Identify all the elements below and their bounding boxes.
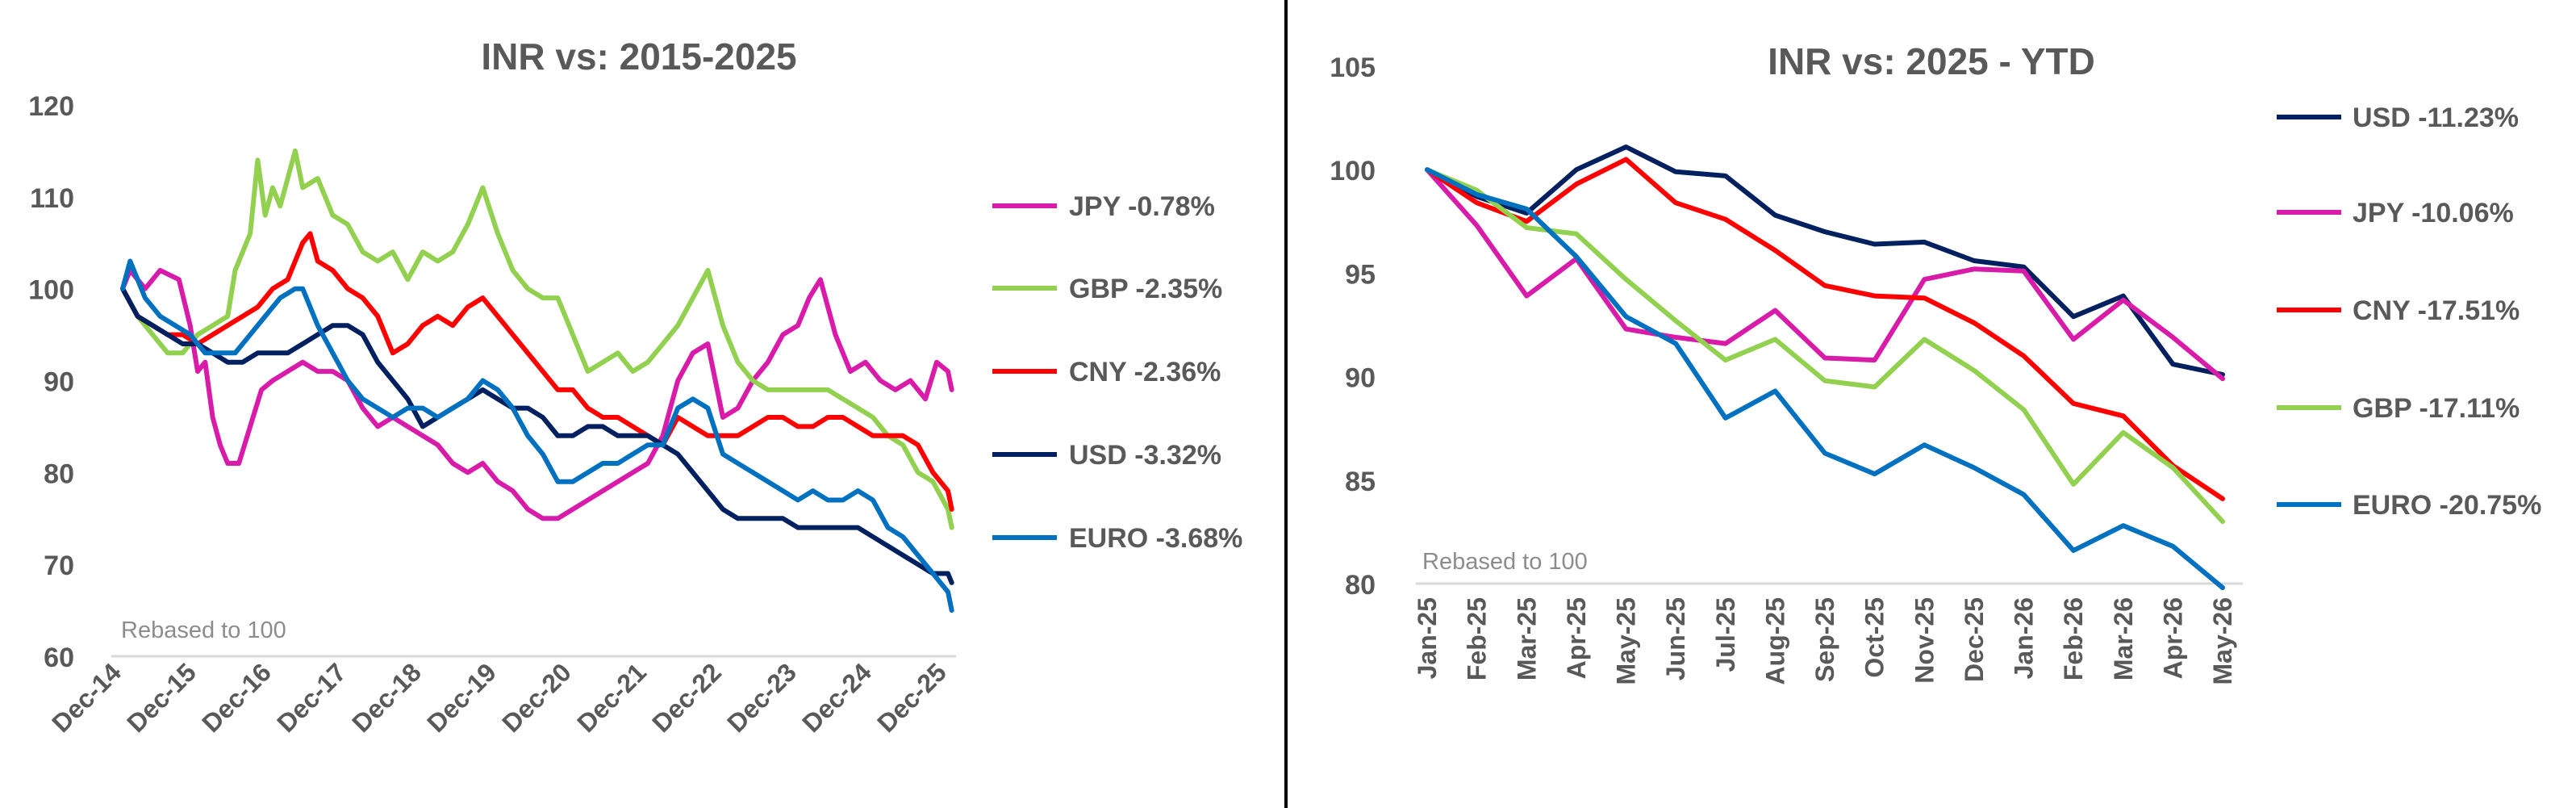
left-legend-label-cny: CNY -2.36%	[1069, 357, 1221, 387]
left-x-tick-dec-16: Dec-16	[196, 657, 277, 738]
left-x-tick-dec-21: Dec-21	[571, 657, 652, 738]
left-y-tick-70: 70	[44, 551, 74, 581]
right-y-tick-105: 105	[1330, 52, 1376, 83]
right-series-jpy	[1425, 167, 2225, 382]
right-x-tick-jun-25: Jun-25	[1661, 597, 1690, 680]
left-x-tick-dec-15: Dec-15	[121, 657, 202, 738]
left-x-tick-dec-22: Dec-22	[646, 657, 727, 738]
left-y-tick-120: 120	[28, 91, 74, 122]
left-x-tick-dec-25: Dec-25	[871, 657, 952, 738]
right-y-tick-80: 80	[1345, 570, 1376, 601]
left-legend-label-gbp: GBP -2.35%	[1069, 274, 1222, 304]
left-x-tick-dec-18: Dec-18	[346, 657, 427, 738]
left-series-jpy	[120, 267, 954, 521]
right-x-tick-may-25: May-25	[1612, 597, 1641, 685]
right-legend-label-usd: USD -11.23%	[2353, 103, 2519, 133]
left-y-tick-110: 110	[30, 183, 74, 214]
left-series-euro	[120, 258, 954, 613]
right-x-tick-feb-26: Feb-26	[2059, 597, 2088, 680]
left-x-tick-dec-20: Dec-20	[496, 657, 577, 738]
right-series-usd	[1425, 144, 2225, 377]
left-chart: INR vs: 2015-2025 Rebased to 100 60 70 80 9…	[28, 36, 1242, 738]
right-legend-label-jpy: JPY -10.06%	[2353, 198, 2514, 228]
left-chart-title: INR vs: 2015-2025	[481, 36, 796, 77]
right-x-tick-apr-26: Apr-26	[2158, 597, 2187, 679]
right-series-euro	[1425, 167, 2225, 591]
right-series-gbp	[1425, 167, 2225, 525]
right-legend-label-cny: CNY -17.51%	[2353, 295, 2520, 326]
left-legend-label-euro: EURO -3.68%	[1069, 523, 1242, 554]
right-annotation: Rebased to 100	[1422, 549, 1588, 575]
right-x-tick-mar-25: Mar-25	[1512, 597, 1541, 680]
left-legend-label-usd: USD -3.32%	[1069, 440, 1221, 471]
right-series-cny	[1425, 157, 2225, 501]
right-x-tick-jul-25: Jul-25	[1711, 597, 1740, 672]
right-y-tick-100: 100	[1330, 156, 1376, 186]
right-legend-label-euro: EURO -20.75%	[2353, 490, 2541, 521]
right-y-tick-95: 95	[1345, 259, 1376, 290]
left-y-tick-80: 80	[44, 458, 74, 489]
right-x-tick-dec-25: Dec-25	[1960, 597, 1989, 682]
right-legend-label-gbp: GBP -17.11%	[2353, 393, 2520, 424]
left-y-tick-60: 60	[44, 643, 74, 673]
right-x-tick-nov-25: Nov-25	[1910, 597, 1939, 684]
left-series-usd	[120, 286, 954, 585]
right-y-tick-85: 85	[1345, 467, 1376, 497]
right-x-tick-jan-25: Jan-25	[1413, 597, 1442, 679]
right-y-tick-90: 90	[1345, 363, 1376, 394]
right-x-tick-jan-26: Jan-26	[2010, 597, 2039, 679]
left-legend-label-jpy: JPY -0.78%	[1069, 191, 1215, 222]
left-x-tick-dec-17: Dec-17	[271, 657, 352, 738]
left-y-tick-100: 100	[28, 275, 74, 306]
right-x-tick-aug-25: Aug-25	[1760, 597, 1789, 684]
right-x-tick-may-26: May-26	[2208, 597, 2237, 685]
right-chart: INR vs: 2025 - YTD Rebased to 100 80 85 90…	[1330, 40, 2541, 685]
left-y-tick-90: 90	[44, 367, 74, 398]
left-series-cny	[120, 231, 954, 512]
right-x-tick-feb-25: Feb-25	[1463, 597, 1492, 680]
left-annotation: Rebased to 100	[121, 618, 286, 643]
right-chart-title: INR vs: 2025 - YTD	[1768, 40, 2095, 82]
right-x-tick-oct-25: Oct-25	[1860, 597, 1889, 678]
right-x-tick-apr-25: Apr-25	[1562, 597, 1591, 679]
left-x-tick-dec-24: Dec-24	[796, 657, 877, 738]
left-x-tick-dec-19: Dec-19	[421, 657, 502, 738]
right-x-tick-sep-25: Sep-25	[1810, 597, 1839, 682]
left-series-gbp	[120, 148, 954, 530]
left-x-tick-dec-23: Dec-23	[721, 657, 802, 738]
right-x-tick-mar-26: Mar-26	[2109, 597, 2138, 680]
